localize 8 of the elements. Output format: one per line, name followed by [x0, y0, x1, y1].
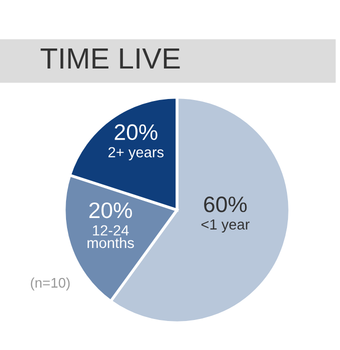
data-label: 20% [114, 124, 158, 140]
chart-title: TIME LIVE [40, 48, 180, 69]
data-label: 60% [204, 196, 247, 212]
slice-label: <1 year [201, 219, 250, 233]
data-label: 20% [89, 202, 132, 218]
text: (n=10) [30, 278, 70, 290]
slice-label: 2+ years [108, 147, 164, 160]
slice-label: 12-24 months [88, 225, 134, 248]
